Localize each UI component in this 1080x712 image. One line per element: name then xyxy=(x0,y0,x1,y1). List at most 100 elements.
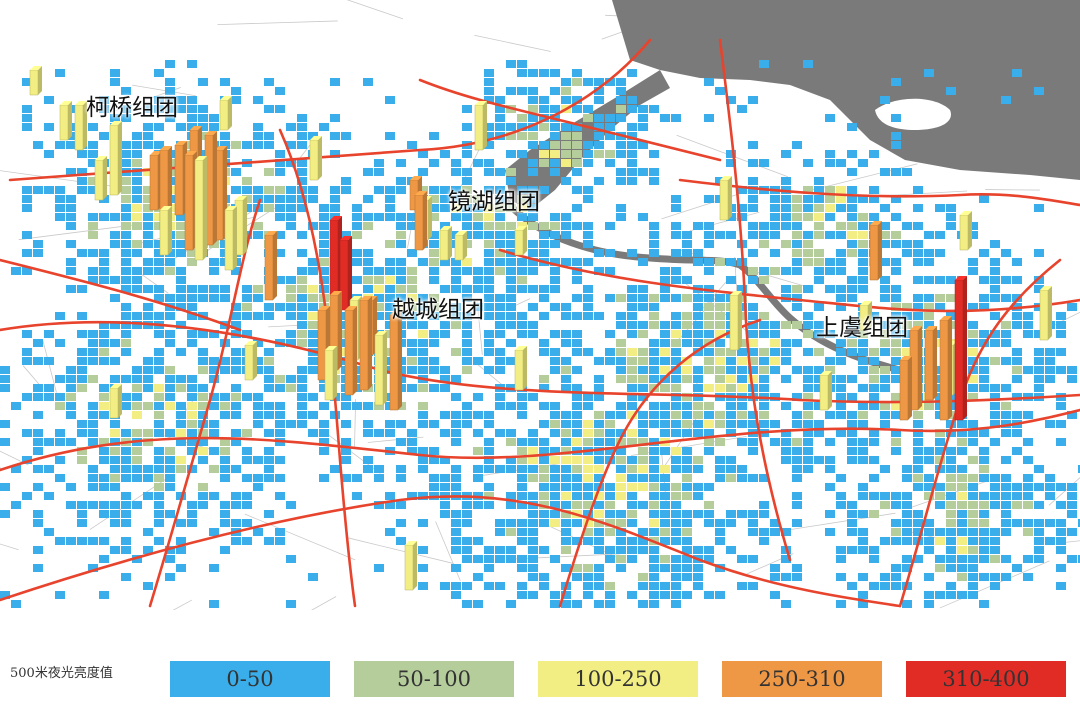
grid-cell xyxy=(539,159,549,167)
grid-cell xyxy=(198,447,208,455)
grid-cell xyxy=(627,411,637,419)
legend-item-label: 310-400 xyxy=(942,667,1030,691)
grid-cell xyxy=(660,339,670,347)
grid-cell xyxy=(473,159,483,167)
light-bar-top xyxy=(160,206,172,210)
grid-cell xyxy=(341,186,351,194)
grid-cell xyxy=(528,393,538,401)
grid-cell xyxy=(418,420,428,428)
night-light-map xyxy=(0,0,1080,610)
grid-cell xyxy=(121,492,131,500)
grid-cell xyxy=(506,132,516,140)
grid-cell xyxy=(88,186,98,194)
grid-cell xyxy=(286,555,296,563)
grid-cell xyxy=(198,456,208,464)
grid-cell xyxy=(880,204,890,212)
grid-cell xyxy=(539,249,549,257)
grid-cell xyxy=(847,528,857,536)
grid-cell xyxy=(297,231,307,239)
grid-cell xyxy=(682,465,692,473)
grid-cell xyxy=(506,456,516,464)
grid-cell xyxy=(253,420,263,428)
grid-cell xyxy=(506,303,516,311)
grid-cell xyxy=(781,240,791,248)
grid-cell xyxy=(429,447,439,455)
grid-cell xyxy=(121,222,131,230)
grid-cell xyxy=(1067,555,1077,563)
grid-cell xyxy=(990,384,1000,392)
grid-cell xyxy=(572,420,582,428)
grid-cell xyxy=(649,573,659,581)
main-road xyxy=(8,38,652,182)
grid-cell xyxy=(572,168,582,176)
grid-cell xyxy=(572,69,582,77)
grid-cell xyxy=(561,519,571,527)
grid-cell xyxy=(1012,348,1022,356)
grid-cell xyxy=(759,384,769,392)
grid-cell xyxy=(550,213,560,221)
grid-cell xyxy=(583,303,593,311)
grid-cell xyxy=(671,519,681,527)
grid-cell xyxy=(847,204,857,212)
grid-cell xyxy=(286,204,296,212)
grid-cell xyxy=(1056,330,1066,338)
grid-cell xyxy=(385,258,395,266)
grid-cell xyxy=(572,366,582,374)
grid-cell xyxy=(682,357,692,365)
grid-cell xyxy=(66,213,76,221)
grid-cell xyxy=(649,483,659,491)
grid-cell xyxy=(418,366,428,374)
grid-cell xyxy=(132,474,142,482)
grid-cell xyxy=(451,321,461,329)
grid-cell xyxy=(814,348,824,356)
legend-item-310-400: 310-400 xyxy=(906,661,1066,697)
grid-cell xyxy=(561,159,571,167)
grid-cell xyxy=(44,438,54,446)
grid-cell xyxy=(319,204,329,212)
grid-cell xyxy=(451,168,461,176)
grid-cell xyxy=(561,357,571,365)
grid-cell xyxy=(1067,366,1077,374)
grid-cell xyxy=(660,114,670,122)
grid-cell xyxy=(297,123,307,131)
grid-cell xyxy=(154,510,164,518)
grid-cell xyxy=(506,294,516,302)
grid-cell xyxy=(803,375,813,383)
grid-cell xyxy=(880,294,890,302)
grid-cell xyxy=(627,96,637,104)
grid-cell xyxy=(902,321,912,329)
grid-cell xyxy=(154,357,164,365)
grid-cell xyxy=(561,564,571,572)
grid-cell xyxy=(484,582,494,590)
grid-cell xyxy=(77,519,87,527)
grid-cell xyxy=(594,312,604,320)
grid-cell xyxy=(1034,537,1044,545)
grid-cell xyxy=(836,393,846,401)
grid-cell xyxy=(506,402,516,410)
light-bar-top xyxy=(110,121,122,125)
grid-cell xyxy=(165,474,175,482)
grid-cell xyxy=(209,366,219,374)
grid-cell xyxy=(484,546,494,554)
grid-cell xyxy=(308,186,318,194)
grid-cell xyxy=(737,213,747,221)
grid-cell xyxy=(880,285,890,293)
light-bar-top xyxy=(910,326,922,330)
light-bar-side xyxy=(203,156,207,260)
grid-cell xyxy=(770,348,780,356)
grid-cell xyxy=(176,420,186,428)
grid-cell xyxy=(121,429,131,437)
grid-cell xyxy=(869,195,879,203)
grid-cell xyxy=(33,141,43,149)
grid-cell xyxy=(528,303,538,311)
grid-cell xyxy=(484,249,494,257)
grid-cell xyxy=(451,465,461,473)
grid-cell xyxy=(803,465,813,473)
grid-cell xyxy=(836,258,846,266)
grid-cell xyxy=(286,123,296,131)
grid-cell xyxy=(187,510,197,518)
grid-cell xyxy=(660,582,670,590)
grid-cell xyxy=(286,159,296,167)
grid-cell xyxy=(77,150,87,158)
grid-cell xyxy=(715,348,725,356)
